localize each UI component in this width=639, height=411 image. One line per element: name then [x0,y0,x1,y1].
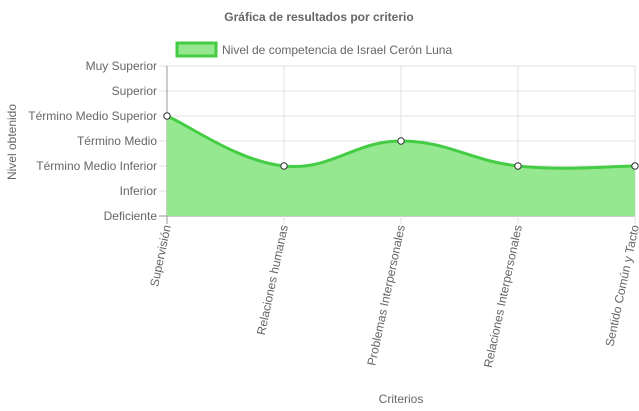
y-tick-label: Inferior [120,184,157,198]
data-point[interactable] [280,162,288,170]
x-tick-label: Relaciones humanas [254,224,291,337]
x-tick-label: Problemas Interpersonales [364,224,408,367]
legend[interactable]: Nivel de competencia de Israel Cerón Lun… [175,41,452,58]
legend-label: Nivel de competencia de Israel Cerón Lun… [222,43,452,57]
y-tick-label: Superior [112,84,157,98]
data-point[interactable] [514,162,522,170]
chart-title: Gráfica de resultados por criterio [224,10,413,24]
x-axis: Supervisión Relaciones humanas Problemas I… [147,223,639,368]
y-tick-label: Término Medio [77,134,157,148]
x-tick-label: Relaciones Interpersonales [481,224,525,369]
series-fill [167,116,635,216]
y-tick-label: Término Medio Inferior [36,159,157,173]
y-tick-label: Deficiente [104,209,158,223]
x-axis-title: Criterios [379,392,424,406]
x-tick-label: Supervisión [147,224,174,288]
legend-swatch [175,41,218,58]
x-tick-label: Sentido Común y Tacto [602,223,639,347]
y-tick-label: Término Medio Superior [28,109,157,123]
data-point[interactable] [397,137,405,145]
data-point[interactable] [631,162,639,170]
y-tick-label: Muy Superior [86,59,157,73]
data-point[interactable] [163,112,171,120]
y-axis-title: Nivel obtenido [5,104,19,180]
y-axis: Deficiente Inferior Término Medio Inferior… [28,59,157,223]
data-points [163,112,639,170]
